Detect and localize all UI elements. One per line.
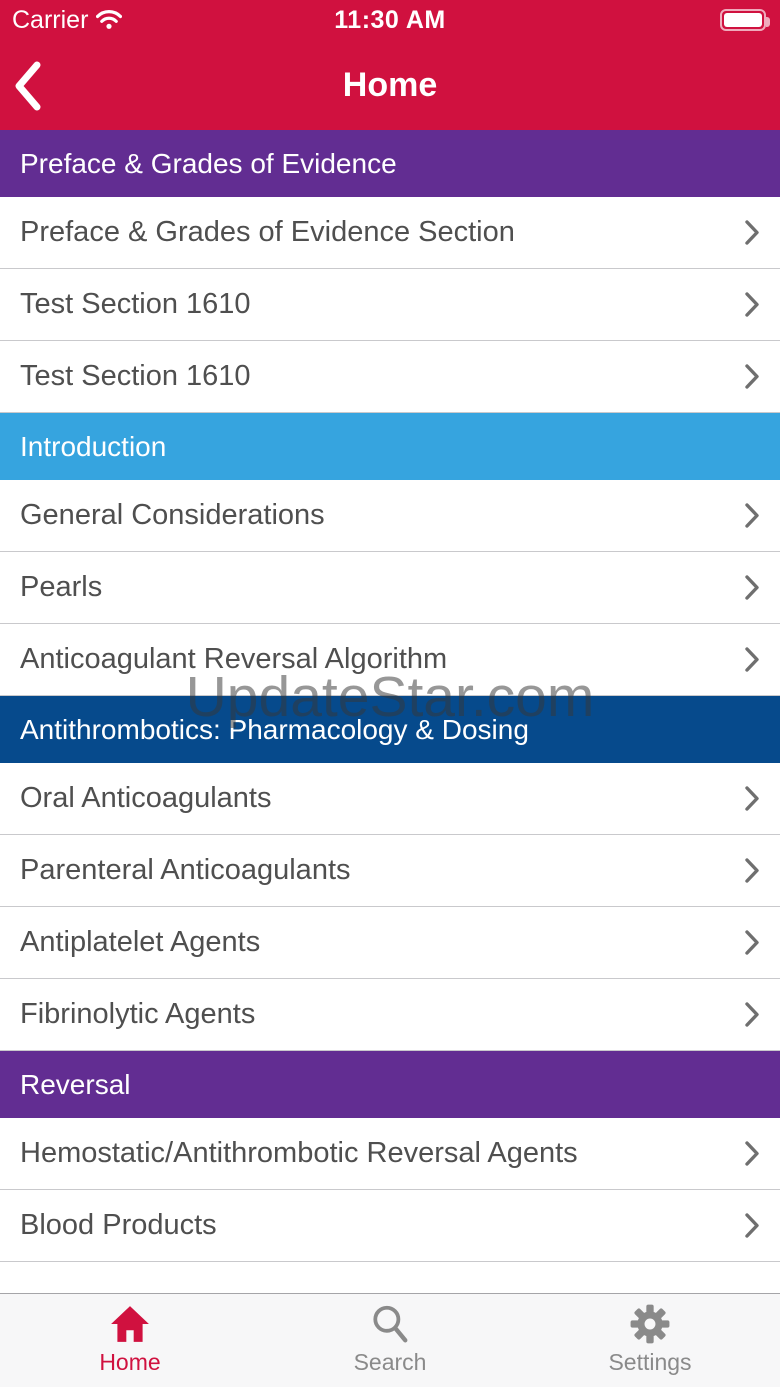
chevron-right-icon: [745, 1002, 759, 1027]
list-item[interactable]: Parenteral Anticoagulants: [0, 835, 780, 907]
tab-home-label: Home: [99, 1349, 161, 1375]
list-item[interactable]: Fibrinolytic Agents: [0, 979, 780, 1051]
chevron-right-icon: [745, 1141, 759, 1166]
tab-settings-label: Settings: [608, 1349, 692, 1375]
chevron-right-icon: [745, 220, 759, 245]
list-item[interactable]: Antiplatelet Agents: [0, 907, 780, 979]
section-title: Reversal: [20, 1068, 131, 1100]
chevron-right-icon: [745, 503, 759, 528]
section-list: Preface & Grades of Evidence Preface & Gr…: [0, 130, 780, 1262]
partial-row: [0, 1262, 780, 1293]
home-icon: [111, 1306, 149, 1342]
carrier-label: Carrier: [12, 5, 89, 34]
list-item-label: Parenteral Anticoagulants: [20, 854, 351, 886]
chevron-right-icon: [745, 786, 759, 811]
section-title: Antithrombotics: Pharmacology & Dosing: [20, 713, 529, 745]
tab-search-label: Search: [353, 1349, 427, 1375]
wifi-icon: [96, 10, 123, 29]
list-item-label: Antiplatelet Agents: [20, 926, 261, 958]
back-button[interactable]: [14, 60, 54, 112]
list-item-label: Test Section 1610: [20, 288, 251, 320]
section-header: Reversal: [0, 1051, 780, 1118]
list-item-label: Hemostatic/Antithrombotic Reversal Agent…: [20, 1137, 578, 1169]
carrier-wrap: Carrier: [12, 0, 123, 40]
list-item-label: Pearls: [20, 571, 103, 603]
section-header: Preface & Grades of Evidence: [0, 130, 780, 197]
list-item-label: Fibrinolytic Agents: [20, 998, 256, 1030]
list-item[interactable]: Blood Products: [0, 1190, 780, 1262]
chevron-right-icon: [745, 292, 759, 317]
tab-home[interactable]: Home: [0, 1294, 260, 1387]
chevron-right-icon: [745, 1213, 759, 1238]
list-item[interactable]: Test Section 1610: [0, 341, 780, 413]
chevron-right-icon: [745, 647, 759, 672]
status-time: 11:30 AM: [334, 5, 446, 34]
app-header: Carrier 11:30 AM Home: [0, 0, 780, 130]
chevron-right-icon: [745, 364, 759, 389]
list-item[interactable]: Preface & Grades of Evidence Section: [0, 197, 780, 269]
chevron-right-icon: [745, 930, 759, 955]
list-item[interactable]: Test Section 1610: [0, 269, 780, 341]
settings-icon: [630, 1304, 670, 1344]
list-item[interactable]: Pearls: [0, 552, 780, 624]
list-item-label: Blood Products: [20, 1209, 217, 1241]
list-item-label: Test Section 1610: [20, 360, 251, 392]
battery-icon: [720, 9, 770, 31]
list-item-label: General Considerations: [20, 499, 325, 531]
page-title: Home: [342, 65, 438, 104]
section-title: Introduction: [20, 430, 167, 462]
chevron-right-icon: [745, 575, 759, 600]
list-item-label: Anticoagulant Reversal Algorithm: [20, 643, 448, 675]
list-item[interactable]: Anticoagulant Reversal Algorithm: [0, 624, 780, 696]
list-item[interactable]: Hemostatic/Antithrombotic Reversal Agent…: [0, 1118, 780, 1190]
tab-settings[interactable]: Settings: [520, 1294, 780, 1387]
tab-bar: Home Search: [0, 1293, 780, 1387]
section-header: Antithrombotics: Pharmacology & Dosing: [0, 696, 780, 763]
list-item-label: Preface & Grades of Evidence Section: [20, 216, 515, 248]
list-item-label: Oral Anticoagulants: [20, 782, 272, 814]
list-item[interactable]: General Considerations: [0, 480, 780, 552]
chevron-left-icon: [15, 61, 41, 111]
status-bar: Carrier 11:30 AM: [0, 0, 780, 40]
section-title: Preface & Grades of Evidence: [20, 147, 397, 179]
search-icon: [373, 1305, 408, 1343]
section-header: Introduction: [0, 413, 780, 480]
nav-bar: Home: [0, 40, 780, 130]
tab-search[interactable]: Search: [260, 1294, 520, 1387]
list-item[interactable]: Oral Anticoagulants: [0, 763, 780, 835]
chevron-right-icon: [745, 858, 759, 883]
